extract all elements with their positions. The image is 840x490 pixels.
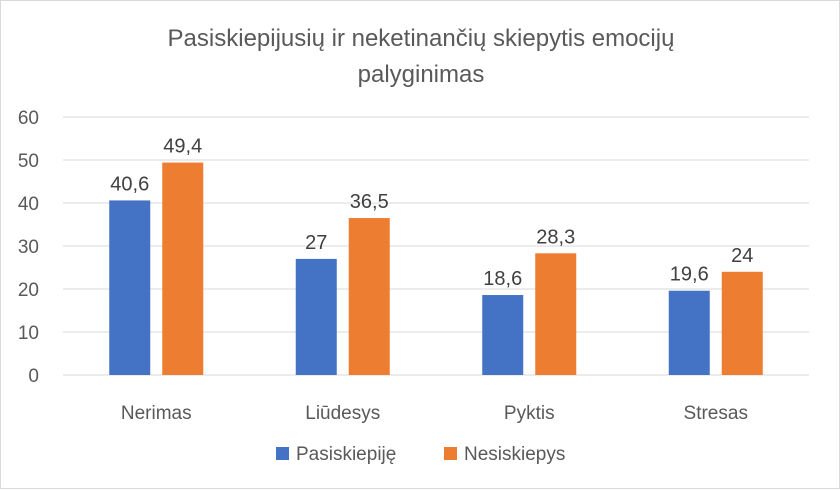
chart-title-line-2: palyginimas — [358, 61, 485, 88]
bar-nesiskiepys-stresas — [721, 271, 763, 375]
y-tick-label: 50 — [18, 151, 39, 172]
data-label: 28,3 — [536, 226, 575, 248]
y-axis-ticks: 0 10 20 30 40 50 60 — [18, 108, 39, 387]
data-label: 18,6 — [483, 268, 522, 290]
data-label: 27 — [305, 232, 327, 254]
data-label: 36,5 — [350, 191, 389, 213]
y-tick-label: 40 — [18, 194, 39, 215]
legend-swatch — [444, 447, 457, 460]
data-label: 40,6 — [110, 173, 149, 195]
bar-nesiskiepys-liūdesys — [348, 218, 390, 375]
y-tick-label: 10 — [18, 323, 39, 344]
y-tick-label: 20 — [18, 280, 39, 301]
bar-pasiskiepiję-stresas — [668, 290, 710, 375]
y-tick-label: 60 — [18, 108, 39, 129]
bar-nesiskiepys-pyktis — [535, 253, 577, 375]
data-label: 24 — [731, 245, 753, 267]
data-label: 19,6 — [670, 264, 709, 286]
legend-label: Nesiskiepys — [464, 444, 565, 465]
legend-label: Pasiskiepiję — [296, 444, 396, 465]
x-category-label: Stresas — [684, 403, 748, 424]
x-category-label: Nerimas — [121, 403, 192, 424]
x-category-label: Liūdesys — [305, 403, 380, 424]
bar-pasiskiepiję-nerimas — [109, 200, 151, 375]
bar-pasiskiepiję-pyktis — [482, 295, 524, 375]
chart-title-line-1: Pasiskiepijusių ir neketinančių skiepyti… — [168, 25, 675, 52]
x-category-label: Pyktis — [504, 403, 555, 424]
bar-pasiskiepiję-liūdesys — [295, 258, 337, 375]
bar-nesiskiepys-nerimas — [162, 162, 204, 375]
data-label: 49,4 — [163, 136, 202, 158]
y-tick-label: 30 — [18, 237, 39, 258]
data-labels: 40,6 49,4 27 36,5 18,6 28,3 19,6 24 — [110, 136, 753, 290]
legend-swatch — [276, 447, 289, 460]
x-axis-categories: Nerimas Liūdesys Pyktis Stresas — [121, 403, 748, 424]
bars — [109, 162, 763, 375]
y-tick-label: 0 — [28, 366, 39, 387]
legend: Pasiskiepiję Nesiskiepys — [276, 444, 565, 465]
